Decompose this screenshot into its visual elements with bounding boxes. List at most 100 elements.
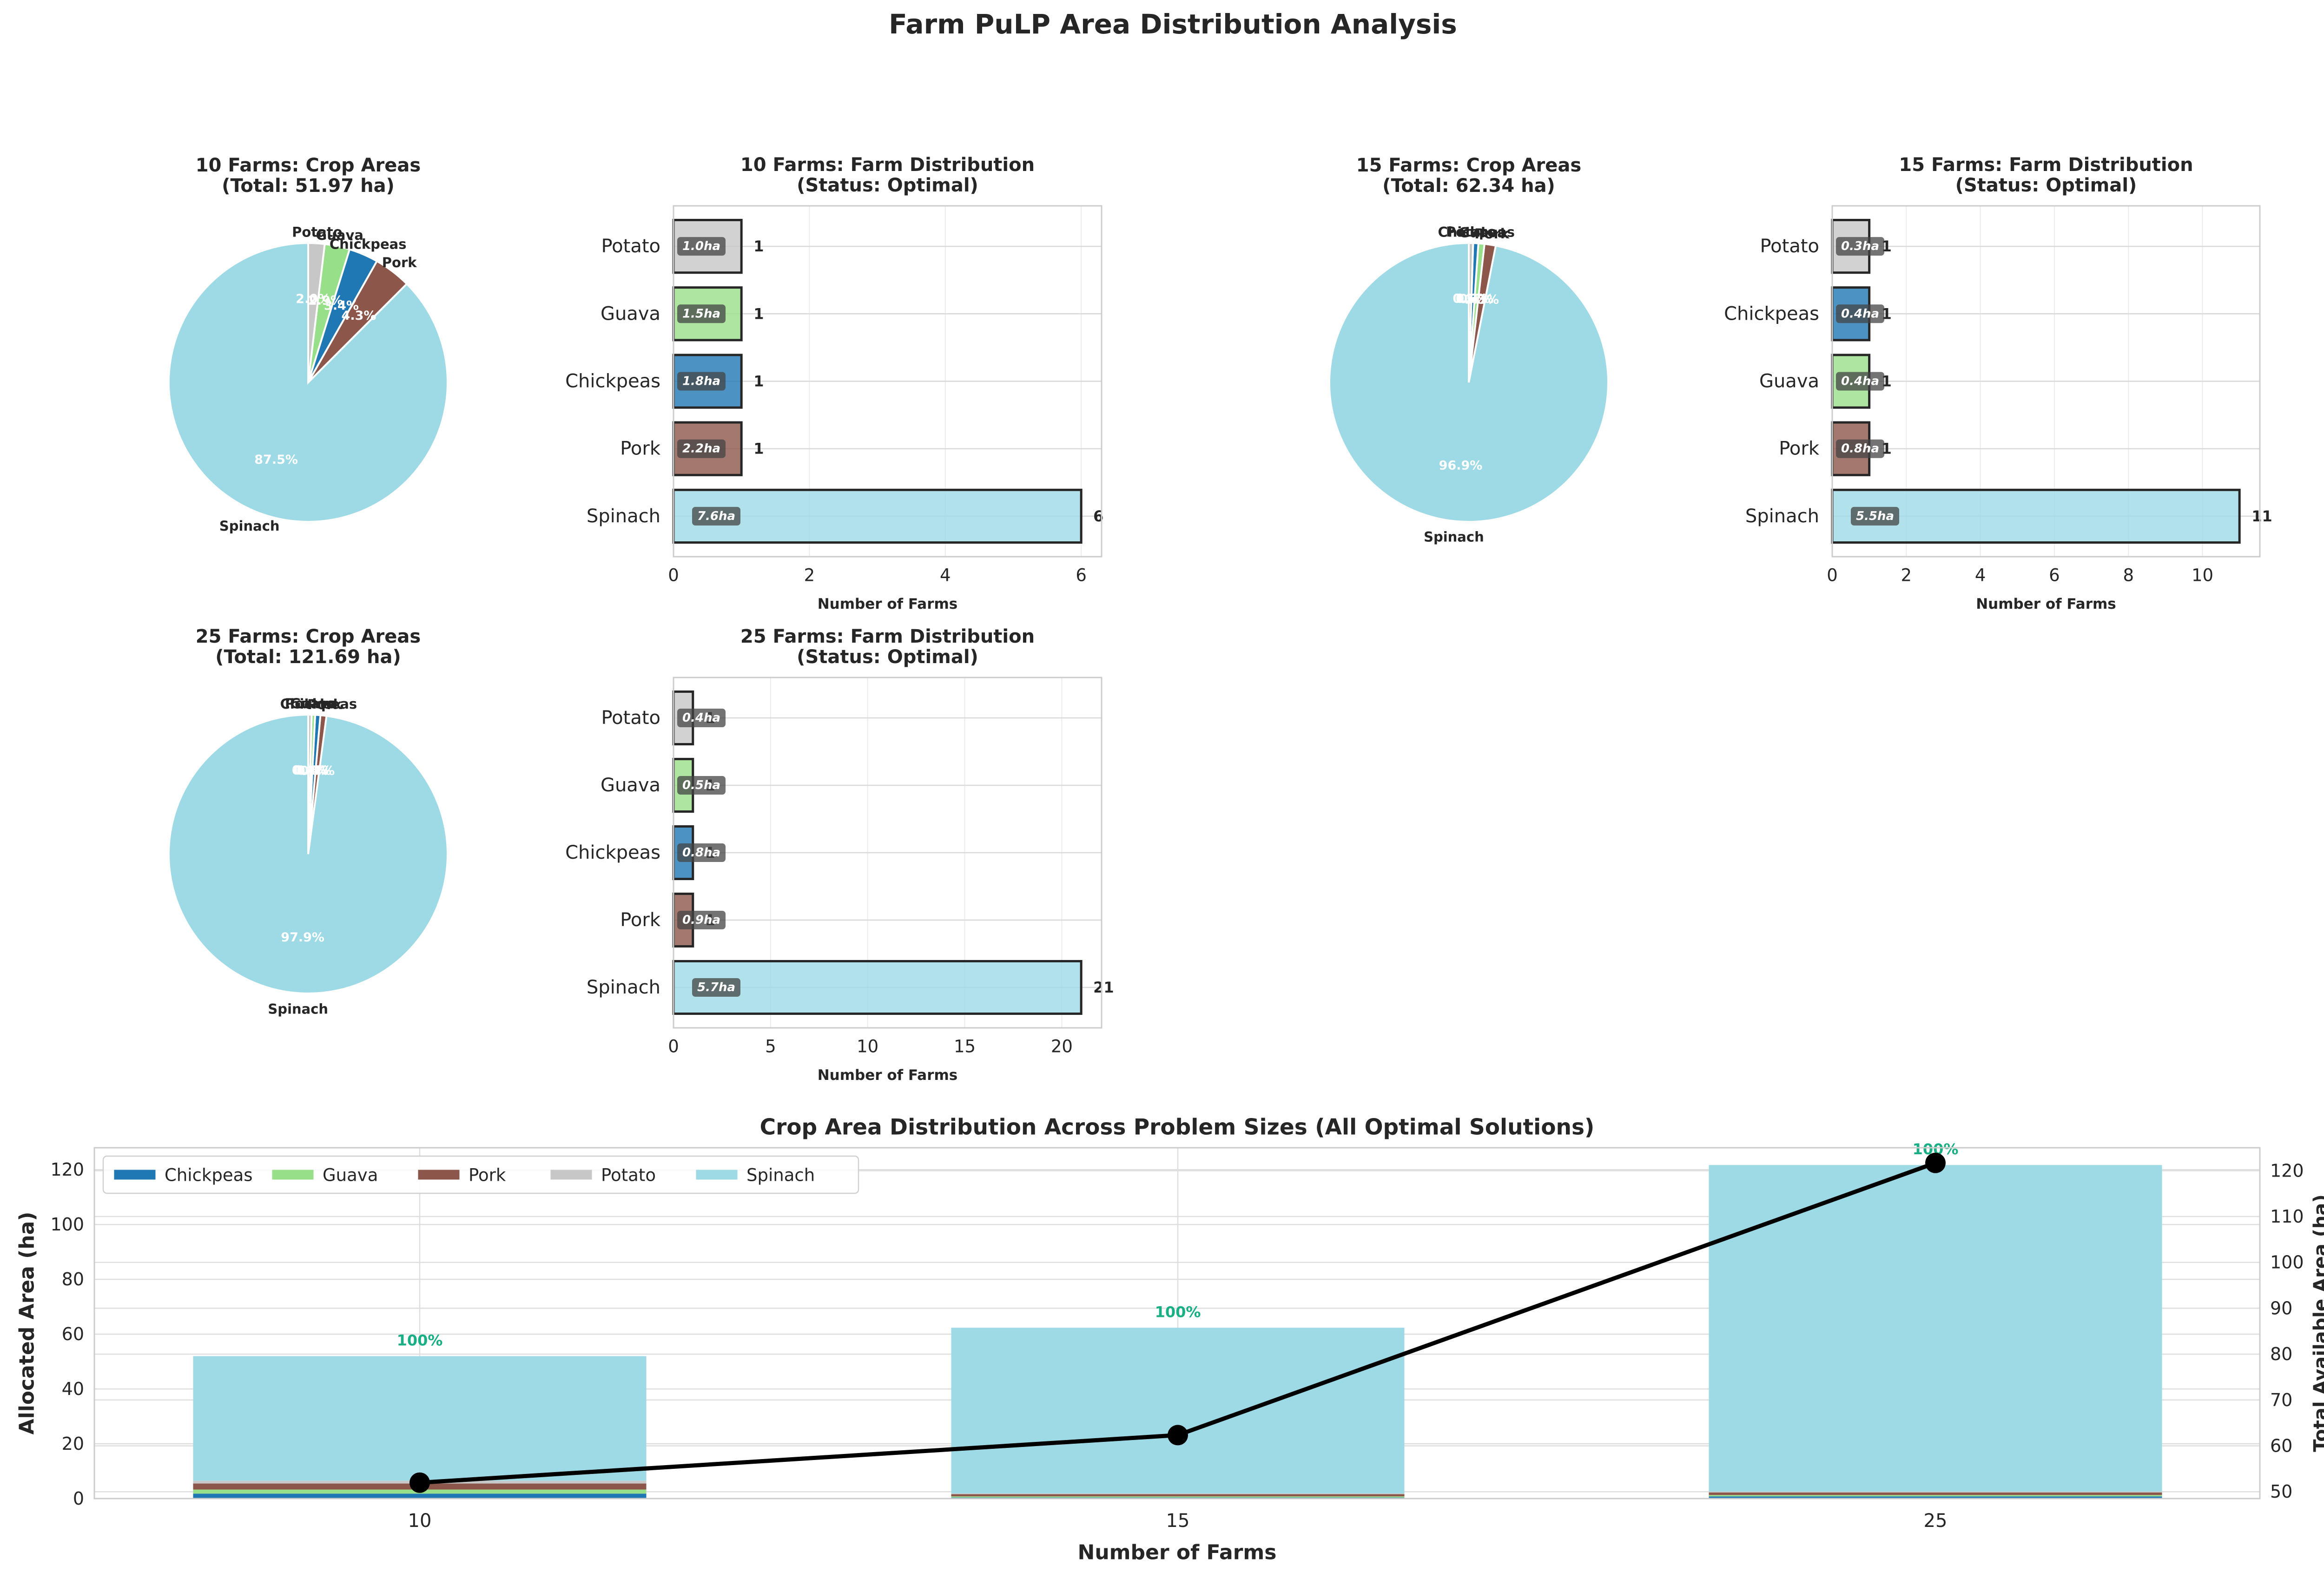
area-badge-potato — [1836, 237, 1884, 256]
area-badge-pork — [1836, 439, 1884, 458]
area-label-potato: 0.3ha — [1841, 239, 1879, 253]
pie-label-spinach: Spinach — [219, 518, 280, 534]
legend-label-potato: Potato — [601, 1165, 656, 1185]
total-area-point-25 — [1925, 1152, 1946, 1173]
area-badge-spinach — [1851, 506, 1899, 526]
pie-pct-chickpeas: 0.6% — [1456, 292, 1491, 306]
pie-label-guava: Guava — [290, 696, 338, 711]
pie-label-spinach: Spinach — [268, 1001, 328, 1017]
legend-label-spinach: Spinach — [746, 1165, 815, 1185]
pie-10-farms: Spinach 87.5% Pork 4.3% Chickpeas 3.4% Guava 2.… — [168, 224, 449, 534]
y-tick-label: 0 — [73, 1488, 84, 1509]
bars-25-farms-title-line1: 25 Farms: Farm Distribution — [740, 626, 1035, 647]
y-tick-label-spinach: Spinach — [587, 977, 660, 998]
area-label-chickpeas: 1.8ha — [682, 375, 720, 388]
pie-10-farms-title-line2: (Total: 51.97 ha) — [222, 175, 395, 197]
y2-tick-label: 90 — [2270, 1298, 2292, 1318]
pie-label-chickpeas: Chickpeas — [330, 237, 407, 252]
y2-tick-label: 120 — [2270, 1160, 2304, 1181]
pie-label-potato: Potato — [292, 224, 342, 240]
pie-slice-potato — [307, 242, 326, 383]
area-badge-pork — [677, 439, 726, 458]
y-tick-label-chickpeas: Chickpeas — [1724, 303, 1819, 324]
area-label-spinach: 5.7ha — [697, 980, 735, 994]
x-tick-label: 2 — [1901, 566, 1912, 585]
area-badge-guava — [677, 304, 726, 323]
bar-value-pork: 1 — [753, 440, 764, 458]
stacked-bar-potato-25 — [1709, 1491, 2162, 1493]
area-badge-potato — [677, 237, 726, 256]
pie-slice-potato — [307, 713, 313, 855]
stacked-bar-chickpeas-25 — [1709, 1496, 2162, 1499]
pie-label-spinach: Spinach — [1424, 529, 1484, 545]
y-tick-label-pork: Pork — [620, 909, 661, 931]
pie-label-potato: Potato — [285, 696, 335, 711]
legend-frame — [102, 1155, 859, 1194]
stacked-bar-spinach-15 — [951, 1328, 1405, 1493]
bars-25-farms-title-line2: (Status: Optimal) — [797, 646, 978, 668]
pie-15-farms: Spinach 96.9% Pork 1.3% Guava 0.7% Chickpeas 0.… — [1328, 224, 1609, 545]
pie-pct-potato: 2.0% — [296, 292, 330, 306]
bar-value-guava: 1 — [753, 305, 764, 322]
area-label-guava: 1.5ha — [682, 307, 720, 321]
y-tick-label-potato: Potato — [601, 707, 660, 729]
pie-pct-potato: 0.4% — [292, 763, 327, 778]
area-badge-chickpeas — [1836, 304, 1884, 323]
bottom-chart-title: Crop Area Distribution Across Problem Si… — [760, 1115, 1595, 1140]
y-tick-label: 20 — [62, 1434, 84, 1454]
area-label-guava: 0.4ha — [1841, 375, 1879, 388]
area-label-pork: 0.9ha — [682, 913, 720, 927]
area-label-pork: 0.8ha — [1841, 442, 1879, 456]
x-tick-label: 4 — [1975, 566, 1986, 585]
y-tick-label-chickpeas: Chickpeas — [565, 842, 660, 863]
x-axis-label: Number of Farms — [1976, 596, 2116, 612]
legend-swatch-spinach — [696, 1170, 738, 1180]
axes-frame — [673, 205, 1103, 558]
area-badge-chickpeas — [677, 843, 726, 862]
legend-swatch-guava — [272, 1170, 314, 1180]
pie-label-chickpeas: Chickpeas — [1438, 224, 1515, 240]
stacked-bar-guava-15 — [951, 1496, 1405, 1498]
x-axis-label: Number of Farms — [1078, 1541, 1277, 1565]
total-area-point-15 — [1168, 1425, 1188, 1446]
y-tick-label-guava: Guava — [601, 303, 660, 324]
legend-swatch-pork — [418, 1170, 460, 1180]
pie-15-farms-title-line1: 15 Farms: Crop Areas — [1356, 155, 1581, 176]
x-axis-label: Number of Farms — [818, 596, 958, 612]
area-badge-spinach — [692, 978, 740, 997]
pie-label-potato: Potato — [1446, 224, 1496, 240]
bars-10-farms-title-line2: (Status: Optimal) — [797, 175, 978, 196]
x-axis-label: Number of Farms — [818, 1067, 958, 1084]
pie-pct-guava: 0.7% — [1459, 292, 1494, 306]
pie-pct-spinach: 87.5% — [254, 453, 298, 467]
x-tick-label: 6 — [1076, 566, 1087, 585]
stacked-bar-chickpeas-10 — [193, 1493, 647, 1499]
legend-swatch-chickpeas — [114, 1170, 156, 1180]
y2-tick-label: 70 — [2270, 1390, 2292, 1410]
y-tick-label-pork: Pork — [1779, 438, 1820, 460]
pie-25-farms-title-line2: (Total: 121.69 ha) — [215, 646, 401, 668]
area-label-chickpeas: 0.8ha — [682, 846, 720, 860]
bars-25-farms: 05101520Spinach215.7haPork10.9haChickpea… — [565, 677, 1114, 1084]
bar-value-spinach: 11 — [2251, 507, 2272, 525]
y-tick-label-guava: Guava — [1759, 371, 1819, 392]
legend-label-pork: Pork — [469, 1165, 506, 1185]
area-badge-potato — [677, 709, 726, 727]
x-tick-label: 6 — [2049, 566, 2060, 585]
y2-axis-label: Total Available Area (ha) — [2310, 1194, 2324, 1452]
x-tick-label: 4 — [940, 566, 951, 585]
pie-label-chickpeas: Chickpeas — [280, 696, 357, 712]
pie-label-pork: Pork — [382, 255, 417, 270]
y2-tick-label: 100 — [2270, 1252, 2304, 1273]
total-area-point-10 — [409, 1472, 430, 1493]
y-tick-label-pork: Pork — [620, 438, 661, 460]
area-label-potato: 1.0ha — [682, 239, 720, 253]
y2-tick-label: 50 — [2270, 1481, 2292, 1502]
pie-pct-spinach: 96.9% — [1439, 459, 1483, 473]
area-badge-chickpeas — [677, 372, 726, 391]
x-tick-label: 2 — [804, 566, 815, 585]
bars-15-farms-title-line2: (Status: Optimal) — [1955, 175, 2137, 196]
x-tick-label-10: 10 — [408, 1510, 432, 1532]
chart-problem-sizes: Crop Area Distribution Across Problem Si… — [15, 1115, 2324, 1565]
